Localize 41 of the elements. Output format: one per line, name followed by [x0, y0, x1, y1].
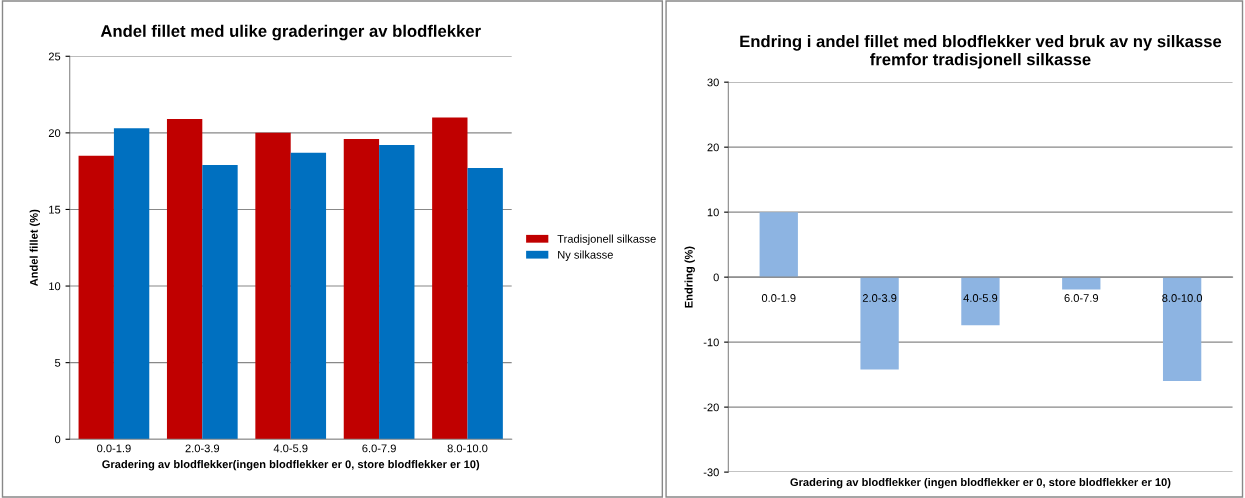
bar — [255, 132, 291, 440]
x-tick-label: 0.0-1.9 — [761, 294, 796, 302]
y-tick-label: 20 — [707, 143, 719, 152]
legend-label: Ny silkasse — [558, 250, 613, 261]
bar — [432, 117, 468, 440]
y-tick-label: 0 — [54, 435, 61, 444]
bar — [78, 155, 114, 440]
y-tick-label: 30 — [707, 78, 719, 87]
x-tick-label: 2.0-3.9 — [185, 444, 220, 453]
x-tick-label: 4.0-5.9 — [963, 294, 998, 302]
x-tick-label: 0.0-1.9 — [97, 444, 131, 453]
bar — [343, 138, 380, 440]
y-tick-label: 20 — [48, 129, 61, 137]
chart-title: Andel fillet med ulike graderinger av blodflekker — [100, 24, 481, 41]
y-axis-title: Andel fillet (%) — [29, 209, 40, 287]
x-tick-label: 2.0-3.9 — [862, 294, 897, 302]
x-tick-label: 6.0-7.9 — [1064, 294, 1099, 302]
x-axis-title: Gradering av blodflekker(ingen blodflekker er 0, store blodflekker er 10) — [102, 460, 480, 471]
y-tick-label: 10 — [49, 282, 61, 291]
bar — [379, 145, 415, 440]
x-tick-label: 8.0-10.0 — [1162, 294, 1203, 302]
chart-title: Endring i andel fillet med blodflekker ved bruk av ny silkasse fremfor tradisjonell silkasse — [740, 35, 1222, 69]
bar — [113, 128, 150, 440]
y-tick-label: -10 — [703, 338, 719, 347]
x-tick-label: 6.0-7.9 — [362, 444, 396, 453]
bar — [467, 168, 503, 440]
x-tick-label: 4.0-5.9 — [273, 444, 308, 453]
legend-label: Tradisjonell silkasse — [557, 234, 656, 245]
y-axis-title: Endring (%) — [684, 246, 695, 308]
y-tick-label: 5 — [54, 359, 61, 367]
y-tick-label: 10 — [707, 208, 719, 217]
y-tick-label: 15 — [49, 205, 61, 214]
bar — [166, 119, 203, 440]
x-axis-title: Gradering av blodflekker (ingen blodflekker er 0, store blodflekker er 10) — [790, 477, 1171, 489]
y-tick-label: -20 — [703, 403, 719, 412]
y-tick-label: 25 — [48, 52, 61, 61]
y-tick-label: 0 — [713, 273, 719, 282]
bar — [290, 152, 327, 440]
y-tick-label: -30 — [703, 468, 719, 477]
x-tick-label: 8.0-10.0 — [447, 444, 488, 453]
bar — [202, 165, 238, 440]
